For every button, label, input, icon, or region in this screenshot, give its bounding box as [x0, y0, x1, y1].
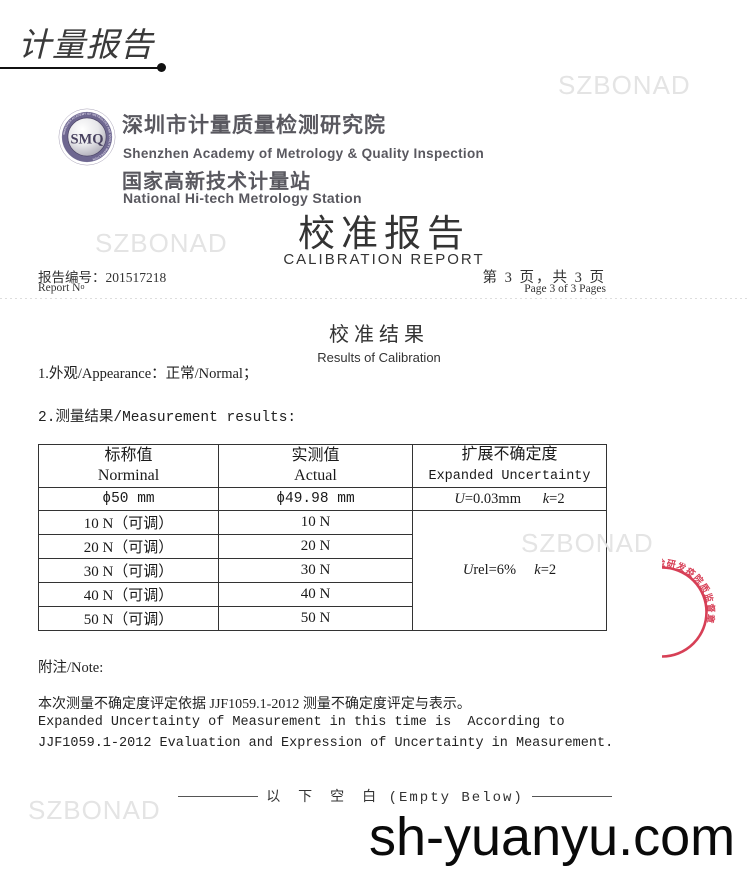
svg-text:SMQ: SMQ — [70, 131, 103, 147]
svg-text:检研发疫院质监督章: 检研发疫院质监督章 — [656, 557, 717, 625]
